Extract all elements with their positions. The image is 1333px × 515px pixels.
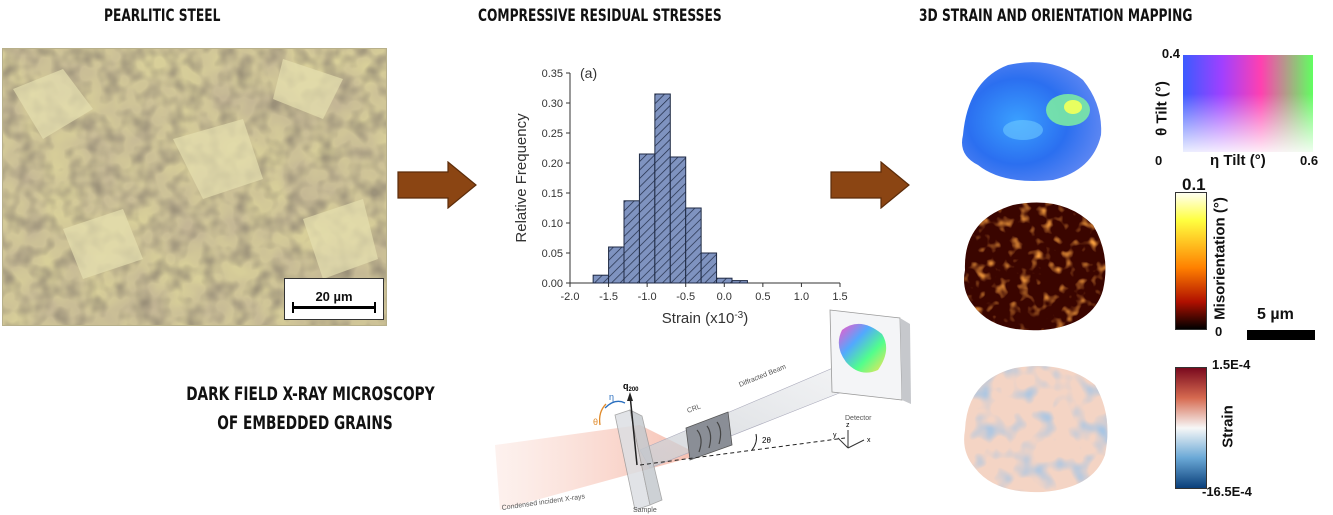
orientation-key-theta-max: 0.4 — [1161, 46, 1180, 61]
orientation-map — [962, 62, 1102, 182]
axis-y-label: y — [833, 432, 837, 439]
arrow-right-2 — [830, 161, 910, 209]
strain-map — [964, 366, 1108, 493]
heading-pearlitic-steel: PEARLITIC STEEL — [104, 6, 221, 26]
histogram-bar — [592, 274, 610, 284]
detector-label: Detector — [845, 415, 872, 422]
histogram-xtick-label: 0.5 — [755, 291, 770, 303]
strain-label: Strain — [1219, 405, 1237, 448]
strain-colorbar — [1175, 367, 1207, 489]
misorientation-label: Misorientation (°) — [1211, 197, 1229, 320]
theta-label: θ — [593, 417, 598, 427]
dfxm-title-line1: DARK FIELD X-RAY MICROSCOPY — [186, 383, 435, 405]
pearlitic-steel-micrograph: 20 µm — [2, 48, 387, 326]
orientation-key-theta-label: θ Tilt (°) — [1153, 81, 1171, 136]
dfxm-title: DARK FIELD X-RAY MICROSCOPY OF EMBEDDED … — [186, 380, 435, 438]
micrograph-image — [3, 49, 386, 325]
histogram-bar — [669, 156, 687, 284]
q-label: q200 — [623, 381, 639, 393]
misorientation-map — [964, 202, 1106, 331]
histogram-bar — [700, 252, 718, 284]
misorientation-colorbar — [1175, 192, 1207, 330]
histogram-bar — [716, 277, 733, 284]
heading-3d-mapping: 3D STRAIN AND ORIENTATION MAPPING — [919, 6, 1193, 26]
histogram-ytick-label: 0.05 — [542, 248, 563, 260]
histogram-xtick-label: 0.0 — [717, 291, 732, 303]
dfxm-schematic: q200 η θ CRL Diffracted Beam 2θ Detector… — [495, 309, 911, 514]
misorientation-max-label: 0.1 — [1182, 175, 1206, 194]
strain-min-label: -16.5E-4 — [1202, 484, 1252, 499]
histogram-xtick-label: 1.5 — [832, 291, 847, 303]
lab-axes — [837, 430, 865, 449]
sample-label: Sample — [633, 507, 657, 514]
histogram-bar — [685, 207, 702, 284]
dfxm-title-line2: OF EMBEDDED GRAINS — [217, 412, 393, 434]
orientation-key-eta-max: 0.6 — [1300, 153, 1319, 168]
histogram-ytick-label: 0.30 — [542, 98, 563, 110]
two-theta-label: 2θ — [762, 436, 771, 445]
strain-histogram: 0.00 0.05 0.10 0.15 0.20 0.25 0.30 0.35 -2.0 -1.5… — [513, 65, 848, 328]
histogram-bar — [623, 200, 640, 284]
crl-lens — [685, 411, 733, 461]
histogram-xtick-label: -1.5 — [599, 291, 618, 303]
orientation-key-eta-label: η Tilt (°) — [1210, 152, 1266, 169]
strain-max-label: 1.5E-4 — [1212, 357, 1251, 372]
map-scale-label: 5 µm — [1257, 306, 1294, 323]
orientation-color-key — [1183, 55, 1313, 152]
eta-label: η — [609, 392, 614, 402]
micrograph-scale-bar: 20 µm — [284, 278, 384, 320]
scale-bar-line — [292, 302, 376, 313]
histogram-ytick-label: 0.10 — [542, 218, 563, 230]
orientation-key-origin: 0 — [1155, 153, 1163, 168]
histogram-xtick-label: -2.0 — [561, 291, 580, 303]
histogram-xtick-label: 1.0 — [794, 291, 809, 303]
q-vector — [629, 394, 638, 466]
axis-z-label: z — [846, 422, 850, 429]
heading-compressive-residual-stresses: COMPRESSIVE RESIDUAL STRESSES — [478, 6, 722, 26]
crl-label: CRL — [686, 403, 702, 414]
histogram-ytick-label: 0.35 — [542, 68, 563, 80]
sample-block — [614, 409, 663, 511]
histogram-panel-label: (a) — [580, 65, 597, 81]
histogram-bar — [638, 153, 656, 284]
histogram-ytick-label: 0.20 — [542, 158, 563, 170]
histogram-ytick-label: 0.00 — [542, 278, 563, 290]
histogram-xlabel: Strain (x10-3) — [662, 310, 748, 328]
histogram-xtick-label: -1.0 — [638, 291, 657, 303]
arrow-right-1 — [397, 161, 477, 209]
histogram-ylabel: Relative Frequency — [513, 113, 530, 243]
histogram-bar — [654, 93, 671, 284]
histogram-bar — [731, 280, 748, 284]
histogram-bar — [608, 246, 625, 284]
micrograph-scale-label: 20 µm — [315, 289, 353, 304]
histogram-xtick-label: -0.5 — [676, 291, 695, 303]
histogram-ytick-label: 0.15 — [542, 188, 563, 200]
misorientation-min-label: 0 — [1215, 324, 1223, 339]
axis-x-label: x — [867, 437, 871, 444]
detector — [829, 309, 911, 404]
map-scale-bar — [1247, 330, 1315, 340]
diffracted-beam-label: Diffracted Beam — [738, 364, 787, 389]
histogram-ytick-label: 0.25 — [542, 128, 563, 140]
